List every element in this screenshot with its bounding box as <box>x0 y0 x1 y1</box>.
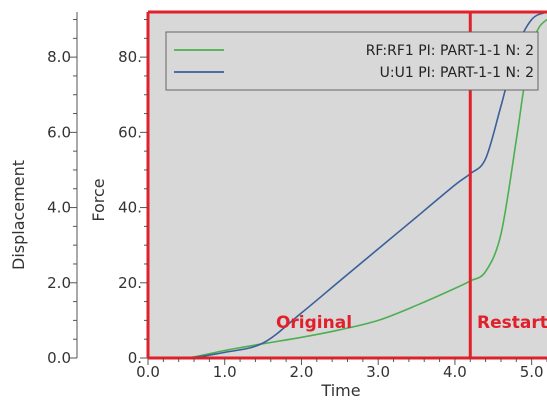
time-axis: 0.0 1.0 2.0 3.0 4.0 5.0 <box>136 358 547 381</box>
original-label: Original <box>276 313 352 333</box>
x-axis-title: Time <box>320 381 360 400</box>
displacement-axis-title: Displacement <box>9 160 28 270</box>
time-tick-label: 3.0 <box>366 363 390 381</box>
force-tick-label: 0. <box>128 349 142 367</box>
force-tick-label: 80. <box>118 48 142 66</box>
force-tick-label: 40. <box>118 199 142 217</box>
plot-frame <box>146 10 547 360</box>
time-tick-label: 2.0 <box>290 363 314 381</box>
time-tick-label: 0.0 <box>136 363 160 381</box>
force-axis: 0. 20. 40. 60. 80. <box>118 19 148 367</box>
displacement-tick-label: 4.0 <box>47 199 71 217</box>
time-tick-label: 1.0 <box>213 363 237 381</box>
displacement-tick-label: 2.0 <box>47 274 71 292</box>
displacement-tick-label: 6.0 <box>47 123 71 141</box>
displacement-tick-label: 8.0 <box>47 48 71 66</box>
displacement-tick-label: 0.0 <box>47 349 71 367</box>
force-tick-label: 60. <box>118 123 142 141</box>
displacement-axis: 0.0 2.0 4.0 6.0 8.0 <box>47 12 78 367</box>
time-tick-label: 4.0 <box>443 363 467 381</box>
annotations: Original Restart <box>276 313 547 333</box>
force-axis-title: Force <box>89 178 108 221</box>
restart-label: Restart <box>477 313 547 333</box>
force-tick-label: 20. <box>118 274 142 292</box>
legend: RF:RF1 PI: PART-1-1 N: 2 U:U1 PI: PART-1-… <box>165 31 539 91</box>
legend-label: U:U1 PI: PART-1-1 N: 2 <box>380 65 534 81</box>
legend-label: RF:RF1 PI: PART-1-1 N: 2 <box>366 43 534 59</box>
legend-box <box>165 31 539 91</box>
time-tick-label: 5.0 <box>520 363 544 381</box>
